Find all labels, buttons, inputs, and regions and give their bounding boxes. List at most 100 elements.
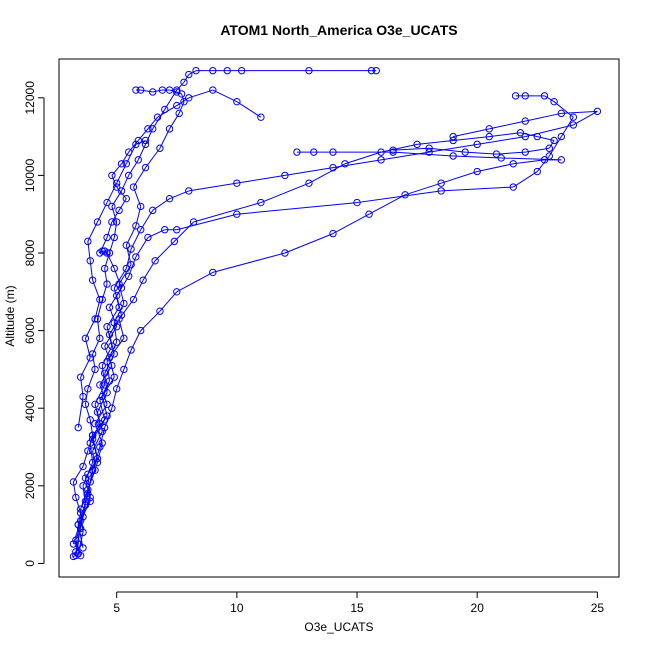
data-point	[511, 92, 520, 100]
data-point	[521, 92, 529, 100]
data-point	[353, 198, 361, 207]
data-point	[122, 241, 130, 249]
series-segment	[181, 93, 185, 102]
data-point	[223, 66, 231, 75]
series-segment	[429, 143, 478, 153]
x-axis: 5 10 15 20 25	[113, 591, 604, 615]
data-point	[257, 198, 265, 207]
series-segment	[477, 163, 514, 173]
series-segment	[89, 419, 94, 436]
y-axis-label: Altitude (m)	[3, 285, 17, 346]
data-point	[425, 144, 433, 152]
series-segment	[106, 221, 113, 238]
data-point	[153, 113, 162, 121]
data-point	[127, 346, 135, 354]
series-segment	[145, 147, 161, 168]
data-point	[112, 179, 121, 187]
data-point	[103, 249, 111, 257]
series-segment	[147, 116, 158, 130]
data-point	[69, 478, 78, 486]
series-segment	[548, 136, 562, 157]
series-segment	[111, 206, 118, 223]
data-point	[137, 86, 145, 94]
y-tick-label: 2000	[23, 472, 37, 499]
data-point	[293, 148, 301, 156]
y-tick-label: 12000	[23, 81, 37, 115]
data-point	[91, 466, 99, 474]
data-point	[485, 132, 493, 141]
data-point	[103, 280, 111, 288]
data-point	[141, 136, 150, 145]
series-segment	[109, 287, 122, 308]
data-point	[509, 183, 517, 191]
data-point	[91, 420, 99, 428]
data-point	[141, 163, 150, 172]
series-segment	[72, 520, 82, 545]
data-point	[88, 466, 97, 474]
series-segment	[164, 89, 178, 110]
data-point	[540, 92, 549, 100]
data-point	[305, 179, 313, 187]
series-segment	[356, 190, 442, 204]
plot-frame	[58, 58, 620, 578]
series-segment	[284, 233, 334, 254]
data-point	[473, 140, 481, 149]
series-segment	[553, 101, 574, 118]
data-point	[103, 323, 111, 331]
series-segment	[94, 404, 108, 424]
data-point	[98, 361, 106, 370]
data-point	[132, 140, 140, 149]
data-point	[122, 264, 130, 273]
data-point	[72, 493, 80, 502]
series-segment	[188, 182, 237, 192]
series-segment	[548, 140, 555, 149]
series-segment	[77, 396, 84, 428]
series-segment	[453, 155, 502, 159]
series-segment	[77, 524, 84, 548]
data-point	[93, 458, 102, 467]
data-point	[124, 171, 133, 180]
series-segment	[525, 124, 574, 138]
data-point	[401, 191, 409, 199]
series-segment	[489, 120, 526, 130]
series-segment	[344, 151, 382, 165]
series-segment	[440, 171, 478, 184]
x-tick-label: 10	[230, 601, 244, 615]
data-point	[100, 342, 109, 350]
series-segment	[260, 182, 310, 204]
data-point	[79, 462, 87, 471]
data-point	[127, 260, 135, 269]
data-point	[341, 160, 349, 168]
data-point	[122, 194, 130, 203]
series-segment	[108, 237, 115, 254]
series-profile	[74, 136, 150, 432]
series-segment	[544, 95, 555, 103]
series-profile	[69, 66, 380, 561]
series-segment	[176, 271, 214, 293]
data-point	[115, 315, 123, 323]
data-point	[180, 78, 188, 86]
data-point	[233, 179, 241, 187]
data-point	[425, 148, 433, 156]
data-point	[305, 66, 313, 75]
series-segment	[135, 237, 149, 258]
data-point	[329, 163, 337, 172]
series-segment	[176, 91, 182, 95]
series-segment	[368, 194, 406, 215]
x-tick-label: 15	[350, 601, 364, 615]
series-segment	[101, 376, 115, 397]
data-point	[233, 210, 241, 218]
data-point	[98, 247, 106, 255]
data-point	[84, 470, 92, 478]
series-segment	[140, 89, 153, 93]
data-point	[372, 66, 380, 75]
series-segment	[169, 89, 177, 93]
data-point	[108, 202, 116, 211]
data-point	[117, 160, 126, 168]
data-point	[81, 474, 90, 482]
data-point	[81, 497, 90, 506]
series-segment	[174, 221, 194, 242]
series-segment	[101, 283, 108, 300]
data-point	[310, 148, 318, 156]
data-point	[108, 342, 116, 350]
